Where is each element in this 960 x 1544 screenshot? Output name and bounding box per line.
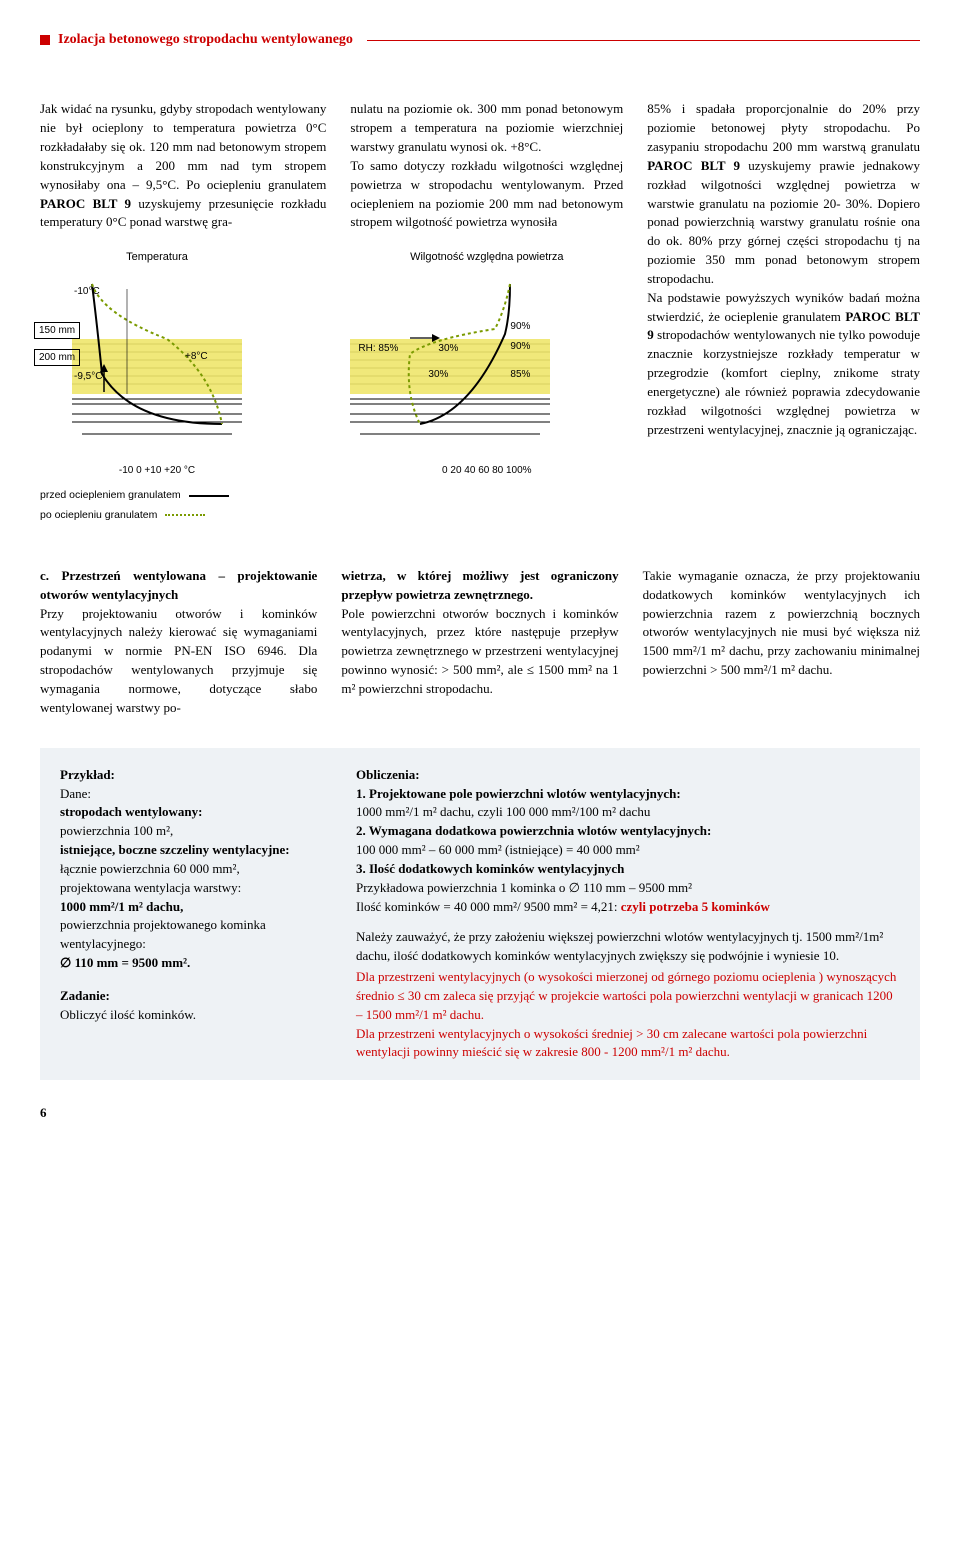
row-2: c. Przestrzeń wentylowana – projektowani… <box>40 567 920 718</box>
page-header: Izolacja betonowego stropodachu wentylow… <box>40 30 920 50</box>
col-1: Jak widać na rysunku, gdyby stropodach w… <box>40 100 326 527</box>
t-left-label: -9,5°C <box>74 370 102 385</box>
sec-c-col2: wietrza, w której możliwy jest ograniczo… <box>341 567 618 718</box>
figure-block: 150 mm 200 mm Temperatura <box>40 250 326 523</box>
r3b: Ilość kominków = 40 000 mm²/ 9500 mm² = … <box>356 899 621 914</box>
row-1: Jak widać na rysunku, gdyby stropodach w… <box>40 100 920 527</box>
legend-before-label: przed ociepleniem granulatem <box>40 488 181 503</box>
dim-boxes: 150 mm 200 mm <box>34 322 80 366</box>
dim-200: 200 mm <box>34 349 80 366</box>
r2h: 2. Wymagana dodatkowa powierzchnia wlotó… <box>356 823 711 838</box>
figure-legend: przed ociepleniem granulatem po ocieplen… <box>40 488 326 522</box>
temp-svg <box>72 274 242 454</box>
h-30b: 30% <box>428 368 448 383</box>
col-2: nulatu na poziomie ok. 300 mm ponad beto… <box>350 100 623 527</box>
temp-title: Temperatura <box>72 250 242 266</box>
col-3: 85% i spadała proporcjonalnie do 20% prz… <box>647 100 920 527</box>
sec-c-head: c. Przestrzeń wentylowana – projektowani… <box>40 568 317 602</box>
ex-left-head: Przykład: <box>60 767 115 782</box>
sec-c-col1: c. Przestrzeń wentylowana – projektowani… <box>40 567 317 718</box>
hum-title: Wilgotność względna powietrza <box>350 250 623 266</box>
r2: 100 000 mm² – 60 000 mm² (istniejące) = … <box>356 842 640 857</box>
example-box: Przykład: Dane:stropodach wentylowany:po… <box>40 748 920 1081</box>
hum-svg <box>350 274 550 454</box>
h-90a: 90% <box>510 320 530 335</box>
legend-solid-line-icon <box>189 495 229 497</box>
task-head: Zadanie: <box>60 988 110 1003</box>
header-title: Izolacja betonowego stropodachu wentylow… <box>58 30 353 50</box>
r3b-red: czyli potrzeba 5 kominków <box>621 899 770 914</box>
h-rh: RH: 85% <box>358 342 398 357</box>
sec-c-c3: Takie wymaganie oznacza, że przy projekt… <box>643 567 920 680</box>
page-number: 6 <box>40 1104 920 1123</box>
h-30a: 30% <box>438 342 458 357</box>
dim-150: 150 mm <box>34 322 80 339</box>
para1-col3: 85% i spadała proporcjonalnie do 20% prz… <box>647 100 920 439</box>
h-xticks: 0 20 40 60 80 100% <box>350 464 623 479</box>
para1-col1: Jak widać na rysunku, gdyby stropodach w… <box>40 100 326 232</box>
task-text: Obliczyć ilość kominków. <box>60 1007 196 1022</box>
r1: 1000 mm²/1 m² dachu, czyli 100 000 mm²/1… <box>356 804 650 819</box>
example-left: Przykład: Dane:stropodach wentylowany:po… <box>60 766 320 1063</box>
ex-left-body: Dane:stropodach wentylowany:powierzchnia… <box>60 785 320 973</box>
example-right: Obliczenia: 1. Projektowane pole powierz… <box>356 766 900 1063</box>
header-rule <box>367 40 920 41</box>
legend-dotted-line-icon <box>165 514 205 516</box>
sec-c-c1: Przy projektowaniu otworów i kominków we… <box>40 606 317 715</box>
para1-col2: nulatu na poziomie ok. 300 mm ponad beto… <box>350 100 623 232</box>
oblicz-head: Obliczenia: <box>356 767 420 782</box>
temperature-chart: Temperatura <box>72 250 242 478</box>
header-bullet-icon <box>40 35 50 45</box>
r3h: 3. Ilość dodatkowych kominków wentylacyj… <box>356 861 624 876</box>
t-xticks: -10 0 +10 +20 °C <box>72 464 242 479</box>
sec-c-c2a: wietrza, w której możliwy jest ograniczo… <box>341 568 618 602</box>
note1: Należy zauważyć, że przy założeniu więks… <box>356 928 900 966</box>
note2: Dla przestrzeni wentylacyjnych (o wysoko… <box>356 968 900 1025</box>
humidity-chart: Wilgotność względna powietrza <box>350 250 623 478</box>
r1h: 1. Projektowane pole powierzchni wlotów … <box>356 786 681 801</box>
h-90b: 90% <box>510 340 530 355</box>
sec-c-c2b: Pole powierzchni otworów bocznych i komi… <box>341 605 618 699</box>
note3: Dla przestrzeni wentylacyjnych o wysokoś… <box>356 1025 900 1063</box>
t-right-label: +8°C <box>185 350 208 365</box>
legend-after-label: po ociepleniu granulatem <box>40 508 157 523</box>
h-85: 85% <box>510 368 530 383</box>
r3a: Przykładowa powierzchnia 1 kominka o ∅ 1… <box>356 880 692 895</box>
sec-c-col3: Takie wymaganie oznacza, że przy projekt… <box>643 567 920 718</box>
t-top-label: -10°C <box>74 285 100 300</box>
